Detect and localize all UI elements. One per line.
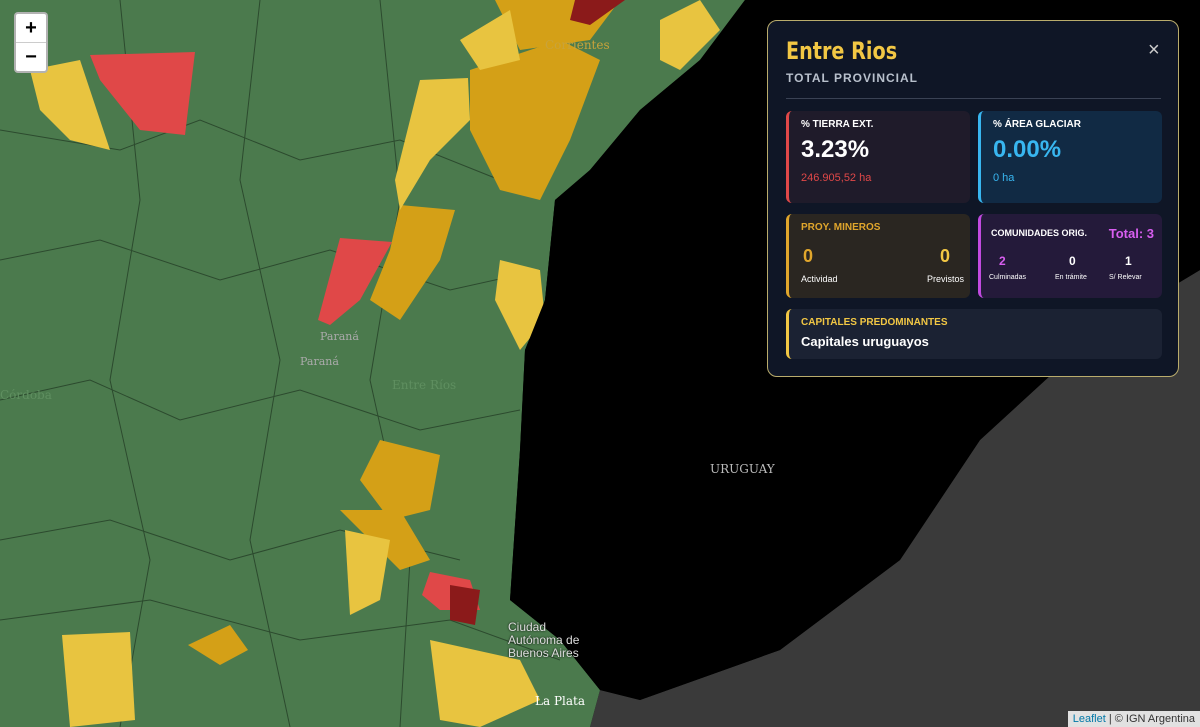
comunidades-card: COMUNIDADES ORIG. Total: 3 2 Culminadas …: [978, 214, 1162, 298]
value: 1: [1125, 254, 1132, 268]
divider: [786, 98, 1161, 99]
value: 0.00%: [993, 136, 1062, 163]
value: Capitales uruguayos: [801, 334, 929, 349]
label: PROY. MINEROS: [801, 222, 881, 233]
attribution: Leaflet | © IGN Argentina: [1067, 711, 1200, 727]
province-label: Córdoba: [0, 388, 52, 402]
label: % TIERRA EXT.: [801, 119, 874, 130]
city-label: Ciudad Autónoma de Buenos Aires: [508, 620, 580, 660]
capitales-card: CAPITALES PREDOMINANTES Capitales urugua…: [786, 309, 1162, 359]
total: Total: 3: [1108, 226, 1154, 241]
value: 3.23%: [801, 136, 870, 163]
label: S/ Relevar: [1109, 274, 1142, 281]
value: 2: [999, 254, 1006, 268]
value: 0: [803, 246, 814, 266]
zoom-in[interactable]: +: [16, 14, 46, 43]
ocean: [590, 270, 1200, 727]
highlighted-areas: [30, 0, 720, 727]
label: En trámite: [1055, 274, 1087, 281]
info-panel: Entre Rios TOTAL PROVINCIAL × % TIERRA E…: [767, 20, 1179, 377]
province-label: Entre Ríos: [392, 378, 457, 392]
label: Culminadas: [989, 274, 1026, 281]
detail: 0 ha: [993, 172, 1015, 184]
capital-label: Paraná: [320, 330, 359, 343]
attribution-text: | © IGN Argentina: [1108, 713, 1195, 725]
label: COMUNIDADES ORIG.: [991, 228, 1088, 238]
label: Previstos: [926, 274, 964, 284]
zoom-out[interactable]: −: [25, 46, 37, 68]
country-label: URUGUAY: [710, 462, 775, 476]
panel-subtitle: TOTAL PROVINCIAL: [786, 71, 919, 85]
province-label: Corrientes: [545, 38, 610, 52]
label: % ÁREA GLACIAR: [993, 119, 1081, 130]
mineros-card: PROY. MINEROS 0 Actividad 0 Previstos: [786, 214, 970, 298]
label: CAPITALES PREDOMINANTES: [801, 317, 948, 328]
city-label: La Plata: [535, 694, 585, 708]
glaciar-card: % ÁREA GLACIAR 0.00% 0 ha: [978, 111, 1162, 203]
close-button[interactable]: ×: [1148, 39, 1160, 61]
zoom-control: + −: [14, 12, 48, 73]
value: 0: [939, 246, 950, 266]
value: 0: [1069, 254, 1076, 268]
panel-title: Entre Rios: [786, 37, 898, 65]
detail: 246.905,52 ha: [801, 172, 872, 184]
tierra-card: % TIERRA EXT. 3.23% 246.905,52 ha: [786, 111, 970, 203]
capital-label: Paraná: [300, 355, 339, 368]
label: Actividad: [801, 274, 838, 284]
leaflet-link[interactable]: Leaflet: [1072, 713, 1106, 725]
